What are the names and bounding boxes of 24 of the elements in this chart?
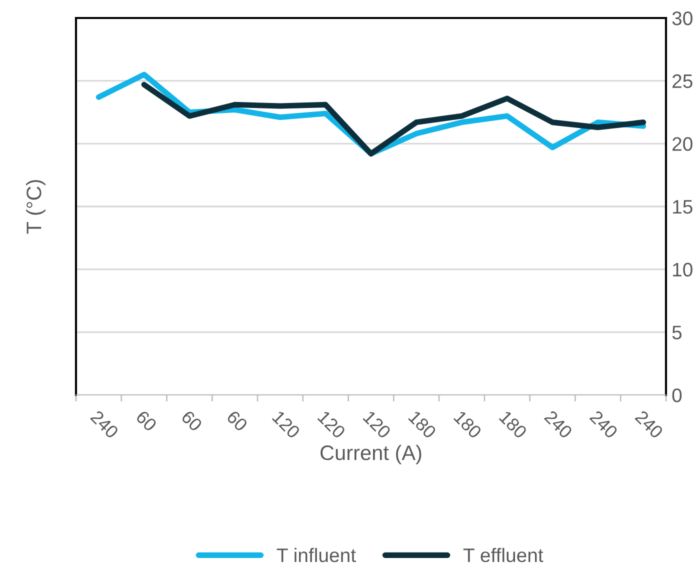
x-tick-label: 60 <box>226 410 248 432</box>
x-tick-label: 120 <box>272 410 301 440</box>
x-tick-label: 240 <box>90 410 120 440</box>
x-tick-label: 180 <box>453 410 482 440</box>
x-tick-label: 60 <box>180 410 203 432</box>
y-tick-label: 25 <box>672 74 692 88</box>
y-tick-label: 30 <box>672 11 692 26</box>
x-tick-label: 60 <box>135 410 158 432</box>
x-tick-label: 180 <box>498 410 528 440</box>
x-tick-label: 120 <box>317 410 346 440</box>
x-tick-label: 240 <box>544 410 574 440</box>
y-tick-label: 5 <box>672 326 682 340</box>
y-tick-label: 10 <box>673 262 692 277</box>
x-axis-title: Current (A) <box>320 444 422 464</box>
y-axis-title: T (°C) <box>26 180 46 234</box>
x-tick-label: 120 <box>362 410 392 440</box>
legend-label: T influent <box>276 548 356 562</box>
y-tick-label: 15 <box>673 200 692 214</box>
x-tick-label: 240 <box>634 410 664 440</box>
y-tick-label: 20 <box>672 137 692 151</box>
legend-label: T effluent <box>463 548 544 562</box>
x-tick-label: 240 <box>589 410 618 440</box>
y-tick-label: 0 <box>672 388 682 402</box>
x-tick-label: 180 <box>408 410 437 440</box>
